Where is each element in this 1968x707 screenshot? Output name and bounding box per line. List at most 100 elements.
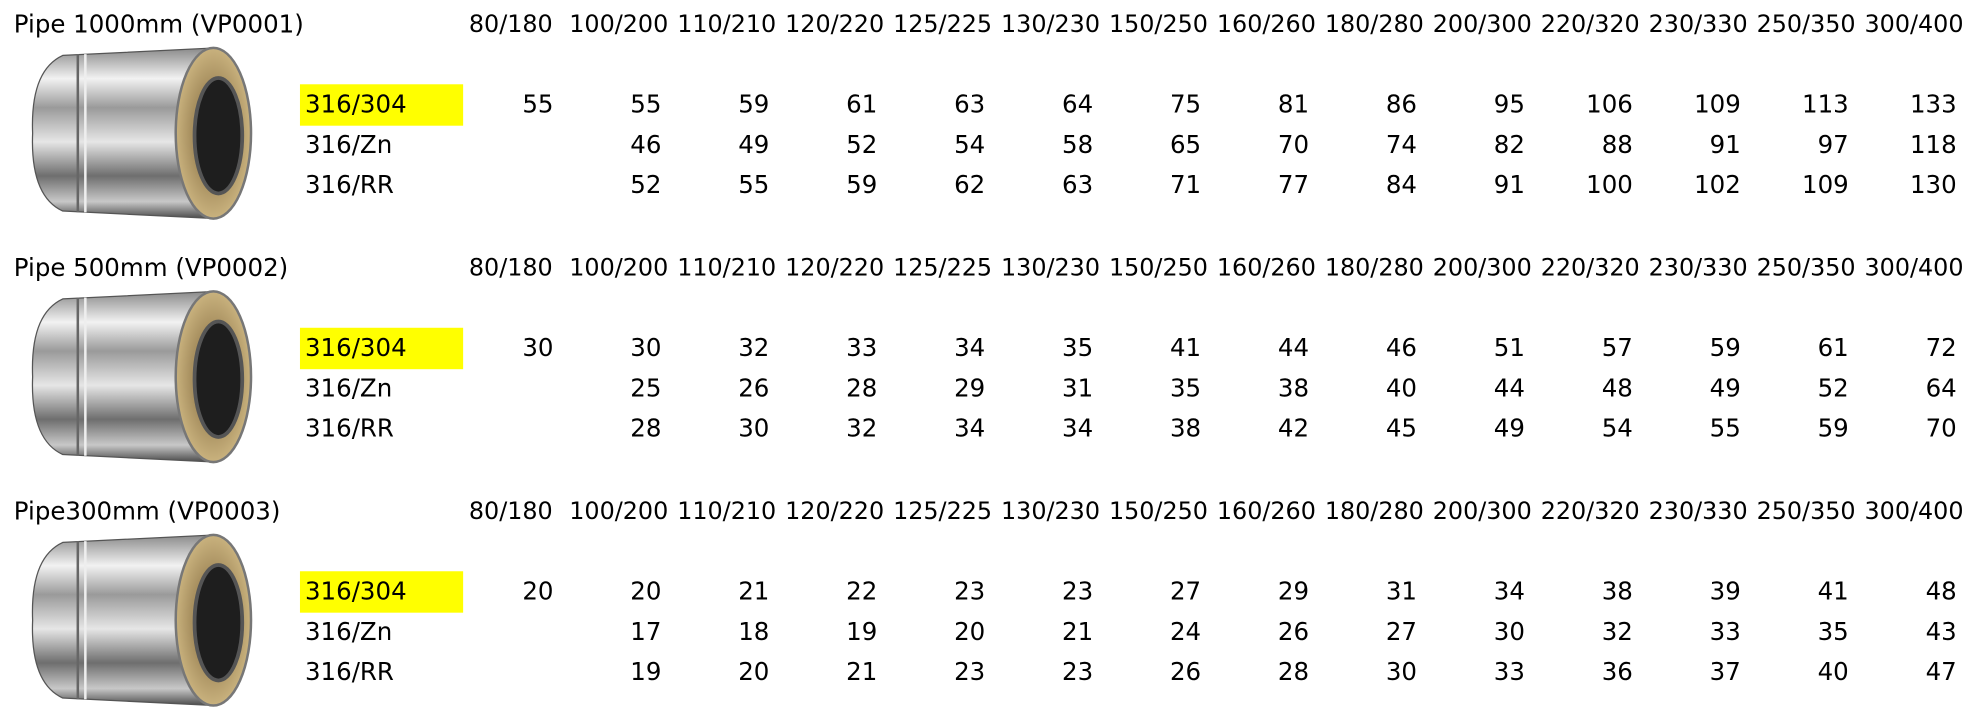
cell-value: 61 [846,90,877,119]
cell-value: 23 [1062,577,1093,606]
cell-value: 95 [1494,90,1525,119]
cell-value: 30 [1386,657,1417,686]
cell-value: 88 [1602,130,1633,159]
cell-value: 51 [1494,333,1525,362]
cell-value: 49 [738,130,769,159]
pipe-bore [195,321,243,436]
column-header: 130/230 [1001,10,1100,38]
cell-value: 21 [1062,617,1093,646]
cell-value: 55 [630,90,661,119]
column-header: 200/300 [1433,497,1532,525]
column-header: 300/400 [1865,253,1964,281]
cell-value: 57 [1602,333,1633,362]
row-label: 316/304 [305,90,407,119]
cell-value: 24 [1170,617,1201,646]
row-label: 316/RR [305,413,394,442]
cell-value: 35 [1062,333,1093,362]
cell-value: 52 [630,170,661,199]
cell-value: 75 [1170,90,1201,119]
column-header: 130/230 [1001,497,1100,525]
column-header: 100/200 [569,497,668,525]
cell-value: 65 [1170,130,1201,159]
column-header: 230/330 [1649,10,1748,38]
cell-value: 30 [1494,617,1525,646]
cell-value: 30 [522,333,553,362]
cell-value: 37 [1710,657,1741,686]
cell-value: 55 [1710,413,1741,442]
pipe-image [32,48,251,219]
cell-value: 20 [738,657,769,686]
row-label: 316/RR [305,657,394,686]
cell-value: 23 [954,577,985,606]
cell-value: 31 [1062,373,1093,402]
cell-value: 30 [738,413,769,442]
column-header: 120/220 [785,10,884,38]
cell-value: 81 [1278,90,1309,119]
cell-value: 38 [1170,413,1201,442]
pipe-image [32,535,251,706]
column-header: 110/210 [677,253,776,281]
cell-value: 59 [1710,333,1741,362]
cell-value: 61 [1818,333,1849,362]
row-label: 316/304 [305,577,407,606]
cell-value: 33 [846,333,877,362]
column-header: 110/210 [677,10,776,38]
column-header: 220/320 [1541,497,1640,525]
cell-value: 59 [1818,413,1849,442]
cell-value: 71 [1170,170,1201,199]
cell-value: 47 [1926,657,1957,686]
cell-value: 28 [1278,657,1309,686]
column-header: 220/320 [1541,10,1640,38]
cell-value: 34 [1494,577,1525,606]
column-header: 125/225 [893,10,992,38]
cell-value: 63 [954,90,985,119]
cell-value: 38 [1602,577,1633,606]
pipe-bore [195,78,243,193]
cell-value: 26 [738,373,769,402]
row-label: 316/Zn [305,373,392,402]
cell-value: 106 [1586,90,1633,119]
column-header: 80/180 [469,497,553,525]
cell-value: 41 [1818,577,1849,606]
cell-value: 32 [1602,617,1633,646]
cell-value: 91 [1710,130,1741,159]
cell-value: 28 [846,373,877,402]
cell-value: 19 [846,617,877,646]
cell-value: 40 [1386,373,1417,402]
cell-value: 18 [738,617,769,646]
column-header: 300/400 [1865,497,1964,525]
cell-value: 55 [522,90,553,119]
column-header: 80/180 [469,253,553,281]
cell-value: 36 [1602,657,1633,686]
column-header: 130/230 [1001,253,1100,281]
cell-value: 48 [1926,577,1957,606]
cell-value: 23 [1062,657,1093,686]
cell-value: 41 [1170,333,1201,362]
cell-value: 33 [1494,657,1525,686]
cell-value: 27 [1170,577,1201,606]
cell-value: 59 [846,170,877,199]
column-header: 150/250 [1109,10,1208,38]
column-header: 230/330 [1649,497,1748,525]
row-label: 316/Zn [305,617,392,646]
cell-value: 22 [846,577,877,606]
column-header: 120/220 [785,253,884,281]
cell-value: 49 [1494,413,1525,442]
pipe-image [32,291,251,462]
column-header: 125/225 [893,253,992,281]
cell-value: 21 [738,577,769,606]
column-header: 200/300 [1433,10,1532,38]
cell-value: 32 [846,413,877,442]
cell-value: 43 [1926,617,1957,646]
row-label: 316/Zn [305,130,392,159]
page: {"sections": [ {"title": "Pipe 1000mm (V… [0,0,1968,707]
cell-value: 70 [1278,130,1309,159]
cell-value: 29 [954,373,985,402]
cell-value: 39 [1710,577,1741,606]
cell-value: 28 [630,413,661,442]
cell-value: 97 [1818,130,1849,159]
cell-value: 45 [1386,413,1417,442]
cell-value: 58 [1062,130,1093,159]
cell-value: 38 [1278,373,1309,402]
column-header: 180/280 [1325,253,1424,281]
